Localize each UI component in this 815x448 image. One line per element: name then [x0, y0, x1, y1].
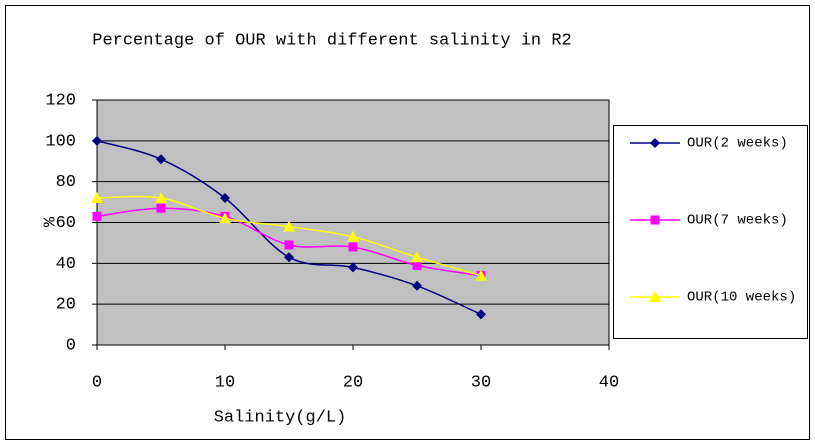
x-tick-label: 0 [92, 373, 102, 392]
data-point [412, 280, 422, 291]
data-point [92, 211, 102, 221]
data-point [411, 251, 423, 263]
data-point [283, 220, 295, 232]
y-tick-label: 20 [56, 296, 76, 315]
data-point [91, 192, 103, 203]
legend-label: OUR(2 weeks) [687, 136, 788, 152]
x-tick-label: 30 [471, 373, 491, 392]
legend [613, 125, 808, 339]
data-point [156, 203, 166, 213]
legend-marker [650, 138, 660, 148]
y-tick-label: 80 [56, 173, 76, 192]
data-point [155, 192, 167, 203]
x-tick-label: 20 [343, 373, 363, 392]
legend-marker [650, 215, 660, 225]
data-point [348, 242, 358, 252]
y-tick-label: 100 [45, 132, 76, 151]
legend-marker [649, 291, 661, 302]
data-point [220, 193, 230, 203]
data-point [347, 230, 359, 242]
y-tick-label: 60 [56, 214, 76, 233]
plot-border [96, 99, 610, 346]
y-tick-label: 0 [66, 336, 76, 355]
data-point [284, 240, 294, 250]
legend-label: OUR(7 weeks) [687, 213, 788, 229]
x-tick-label: 10 [215, 373, 235, 392]
data-point [284, 252, 294, 263]
x-axis-label: Salinity(g/L) [214, 408, 347, 427]
data-point [156, 154, 166, 165]
data-point [475, 269, 487, 281]
data-point [476, 309, 486, 320]
x-tick-label: 40 [599, 373, 619, 392]
y-tick-label: 120 [45, 91, 76, 110]
y-axis-label: % [41, 216, 60, 227]
data-point [412, 260, 422, 270]
y-tick-label: 40 [56, 255, 76, 274]
legend-label: OUR(10 weeks) [687, 290, 796, 306]
data-point [348, 262, 358, 273]
data-point [92, 135, 102, 146]
data-point [219, 212, 231, 224]
chart-title: Percentage of OUR with different salinit… [92, 31, 571, 50]
